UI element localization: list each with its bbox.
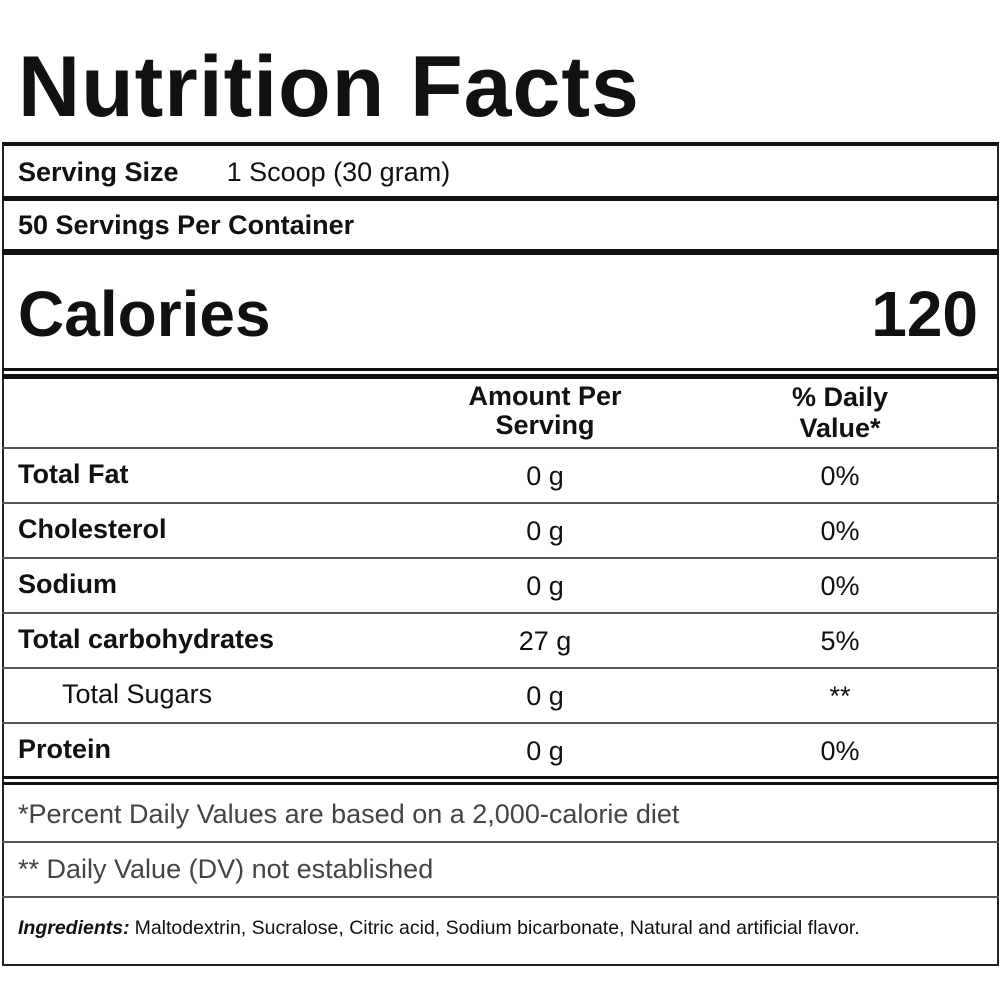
amount: 0 g <box>526 736 564 766</box>
divider <box>2 667 999 669</box>
footnote: *Percent Daily Values are based on a 2,0… <box>18 798 680 829</box>
calories-row: Calories 120 <box>18 262 978 366</box>
serving-row: Serving Size 1 Scoop (30 gram) <box>18 150 978 194</box>
divider <box>2 368 999 371</box>
nutrient-name: Cholesterol <box>18 513 167 544</box>
daily-value: 0% <box>820 516 860 546</box>
amount: 0 g <box>526 516 564 546</box>
amount: 0 g <box>526 681 564 711</box>
divider <box>2 196 999 201</box>
label-box <box>2 142 999 966</box>
amount: 27 g <box>518 626 572 656</box>
divider <box>2 502 999 504</box>
daily-value: 0% <box>820 736 860 766</box>
nutrient-name: Protein <box>18 733 112 764</box>
ingredients-label: Ingredients: <box>18 916 130 939</box>
divider <box>2 896 999 898</box>
serving-value: 1 Scoop (30 gram) <box>226 156 451 187</box>
divider <box>2 776 999 779</box>
nutrient-name: Total carbohydrates <box>18 623 275 654</box>
amount: 0 g <box>526 571 564 601</box>
dv-header: % Daily Value* <box>791 382 889 443</box>
footnote: ** Daily Value (DV) not established <box>18 853 434 884</box>
nutrient-name: Total Fat <box>18 458 129 489</box>
divider <box>2 841 999 843</box>
ingredients-text: Maltodextrin, Sucralose, Citric acid, So… <box>134 916 860 939</box>
title: Nutrition Facts <box>18 39 640 135</box>
amount: 0 g <box>526 461 564 491</box>
divider <box>2 557 999 559</box>
serving-label: Serving Size <box>18 156 179 187</box>
daily-value: 0% <box>820 461 860 491</box>
nutrient-name: Sodium <box>18 568 117 599</box>
divider <box>2 722 999 724</box>
ingredients: Ingredients: Maltodextrin, Sucralose, Ci… <box>18 900 978 956</box>
divider <box>2 374 999 379</box>
nutrient-name: Total Sugars <box>62 678 213 709</box>
servings-per-container: 50 Servings Per Container <box>18 209 355 240</box>
divider <box>2 782 999 785</box>
calories-value: 120 <box>871 278 978 350</box>
divider <box>2 249 999 255</box>
divider <box>2 612 999 614</box>
daily-value: ** <box>829 681 851 711</box>
daily-value: 5% <box>820 626 860 656</box>
daily-value: 0% <box>820 571 860 601</box>
calories-label: Calories <box>18 278 271 350</box>
divider <box>2 447 999 449</box>
amount-header: Amount Per Serving <box>468 381 622 440</box>
